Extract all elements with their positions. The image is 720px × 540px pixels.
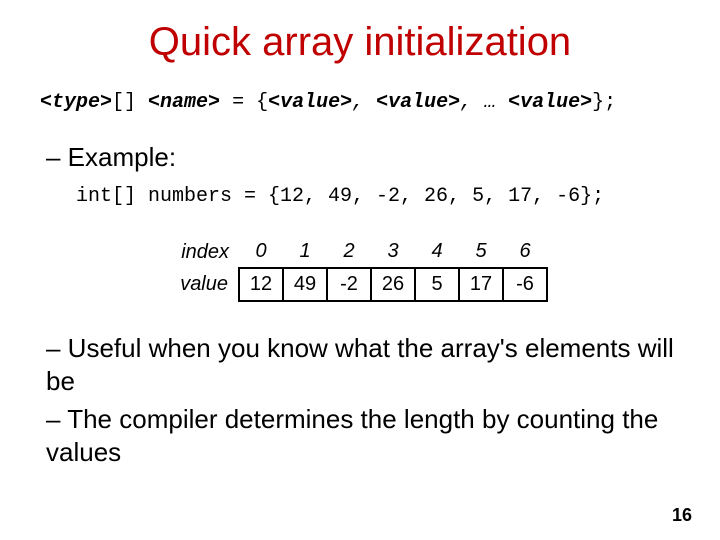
array-table: index 0 1 2 3 4 5 6 value 12 49 -2 26 5 … xyxy=(150,236,680,302)
syntax-close: }; xyxy=(592,91,616,114)
syntax-brackets: [] xyxy=(112,91,136,114)
index-cell: 6 xyxy=(503,236,547,268)
slide-title: Quick array initialization xyxy=(40,20,680,65)
value-cell: 26 xyxy=(371,268,415,301)
syntax-line: <type>[] <name> = {<value>, <value>, … <… xyxy=(40,91,680,114)
value-cell: 12 xyxy=(239,268,283,301)
value-cell: 17 xyxy=(459,268,503,301)
index-row: index 0 1 2 3 4 5 6 xyxy=(150,236,547,268)
syntax-value2: <value> xyxy=(376,91,460,114)
value-cell: -6 xyxy=(503,268,547,301)
index-cell: 3 xyxy=(371,236,415,268)
syntax-ellipsis: … xyxy=(484,91,508,114)
index-cell: 2 xyxy=(327,236,371,268)
syntax-name: <name> xyxy=(148,91,220,114)
index-label: index xyxy=(150,236,239,268)
syntax-comma2: , xyxy=(460,91,484,114)
syntax-type: <type> xyxy=(40,91,112,114)
page-number: 16 xyxy=(672,505,692,526)
index-cell: 4 xyxy=(415,236,459,268)
syntax-eq: = { xyxy=(220,91,268,114)
example-heading: – Example: xyxy=(46,142,680,173)
index-cell: 0 xyxy=(239,236,283,268)
syntax-comma1: , xyxy=(352,91,376,114)
value-cell: -2 xyxy=(327,268,371,301)
bullet-2: – The compiler determines the length by … xyxy=(46,403,680,468)
value-cell: 49 xyxy=(283,268,327,301)
index-cell: 5 xyxy=(459,236,503,268)
bullet-1: – Useful when you know what the array's … xyxy=(46,332,680,397)
value-label: value xyxy=(150,268,239,301)
slide-container: Quick array initialization <type>[] <nam… xyxy=(0,0,720,540)
syntax-value3: <value> xyxy=(508,91,592,114)
syntax-value1: <value> xyxy=(268,91,352,114)
value-row: value 12 49 -2 26 5 17 -6 xyxy=(150,268,547,301)
index-cell: 1 xyxy=(283,236,327,268)
example-code: int[] numbers = {12, 49, -2, 26, 5, 17, … xyxy=(76,185,680,208)
value-cell: 5 xyxy=(415,268,459,301)
